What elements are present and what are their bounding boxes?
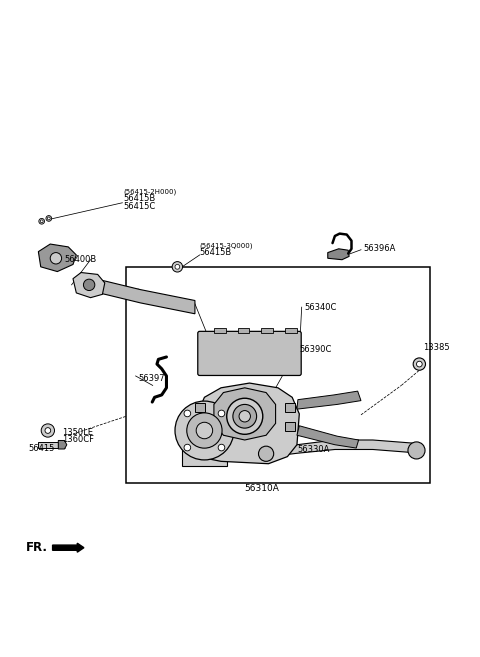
- Text: 56390C: 56390C: [300, 346, 332, 354]
- Bar: [126, 267, 430, 483]
- Polygon shape: [297, 391, 361, 409]
- Circle shape: [39, 218, 45, 224]
- Circle shape: [40, 220, 43, 223]
- Circle shape: [175, 401, 234, 460]
- Bar: [238, 328, 250, 333]
- Circle shape: [50, 252, 61, 264]
- Circle shape: [196, 422, 213, 439]
- Bar: [214, 328, 226, 333]
- Circle shape: [413, 358, 425, 371]
- Polygon shape: [214, 388, 276, 440]
- Text: 56396A: 56396A: [363, 244, 396, 254]
- Circle shape: [239, 411, 251, 422]
- Circle shape: [259, 446, 274, 461]
- Text: 13385: 13385: [423, 343, 449, 352]
- Text: 56400B: 56400B: [64, 255, 96, 264]
- Polygon shape: [328, 249, 349, 260]
- Polygon shape: [297, 426, 359, 448]
- Bar: [285, 403, 295, 411]
- Circle shape: [218, 444, 225, 451]
- Polygon shape: [58, 440, 67, 449]
- Text: 56415: 56415: [29, 443, 55, 453]
- Bar: [38, 442, 58, 447]
- Text: 1360CF: 1360CF: [62, 436, 94, 445]
- FancyArrow shape: [53, 543, 84, 552]
- Circle shape: [48, 217, 50, 220]
- Text: (56415-2H000): (56415-2H000): [124, 189, 177, 195]
- Circle shape: [41, 424, 55, 437]
- Circle shape: [184, 444, 191, 451]
- Bar: [181, 430, 227, 466]
- Bar: [285, 422, 295, 430]
- Bar: [195, 422, 205, 430]
- Text: 1350LE: 1350LE: [62, 428, 93, 438]
- Circle shape: [417, 361, 422, 367]
- Text: 56310A: 56310A: [244, 484, 279, 493]
- Circle shape: [172, 261, 182, 272]
- Text: FR.: FR.: [25, 541, 48, 555]
- Text: 56340C: 56340C: [304, 303, 336, 311]
- Bar: [285, 328, 297, 333]
- Polygon shape: [197, 383, 300, 464]
- Circle shape: [184, 410, 191, 417]
- Circle shape: [408, 442, 425, 459]
- Circle shape: [218, 410, 225, 417]
- Text: 56415B: 56415B: [200, 248, 232, 257]
- Bar: [195, 403, 205, 411]
- Polygon shape: [38, 244, 76, 271]
- Text: 56397: 56397: [138, 374, 165, 383]
- Circle shape: [233, 405, 257, 428]
- Polygon shape: [259, 440, 420, 458]
- Circle shape: [84, 279, 95, 290]
- Polygon shape: [73, 273, 105, 298]
- Circle shape: [46, 215, 52, 221]
- FancyBboxPatch shape: [198, 331, 301, 375]
- Circle shape: [187, 413, 222, 448]
- Polygon shape: [86, 277, 195, 314]
- Text: (56415-3Q000): (56415-3Q000): [200, 242, 253, 249]
- Circle shape: [45, 428, 51, 434]
- Text: 56415C: 56415C: [124, 202, 156, 211]
- Text: 56330A: 56330A: [297, 445, 329, 454]
- Circle shape: [175, 265, 180, 269]
- Circle shape: [227, 398, 263, 434]
- Text: 56415B: 56415B: [124, 194, 156, 204]
- Bar: [261, 328, 273, 333]
